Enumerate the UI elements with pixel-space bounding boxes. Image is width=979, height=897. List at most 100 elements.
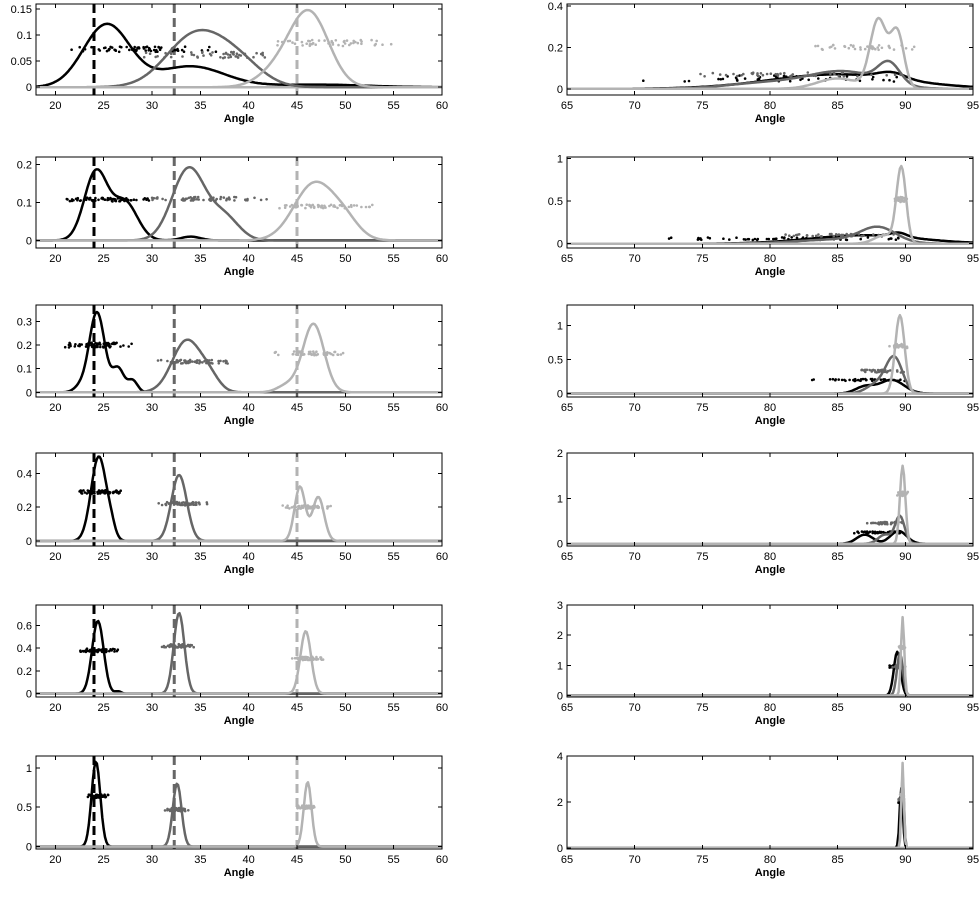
scatter-point bbox=[65, 197, 69, 201]
scatter-point bbox=[305, 203, 309, 206]
density-curve-3 bbox=[36, 781, 442, 848]
scatter-point bbox=[805, 236, 808, 240]
scatter-point bbox=[312, 352, 315, 356]
scatter-point bbox=[299, 506, 303, 510]
x-tick-label: 25 bbox=[98, 100, 110, 112]
scatter-point bbox=[208, 45, 211, 49]
scatter-point bbox=[114, 341, 118, 345]
scatter-point bbox=[108, 47, 111, 51]
scatter-point bbox=[183, 645, 186, 648]
x-axis-label: Angle bbox=[755, 113, 786, 125]
scatter-point bbox=[290, 657, 294, 660]
scatter-point bbox=[208, 199, 212, 202]
x-tick-label: 70 bbox=[629, 702, 641, 714]
scatter-point bbox=[95, 344, 98, 348]
scatter-point bbox=[761, 73, 765, 77]
scatter-point bbox=[892, 80, 896, 83]
scatter-point bbox=[326, 507, 329, 510]
scatter-point bbox=[91, 199, 95, 203]
scatter-point bbox=[323, 205, 327, 209]
scatter-point bbox=[183, 45, 187, 48]
scatter-point bbox=[86, 795, 90, 799]
scatter-point bbox=[830, 45, 833, 49]
scatter-point bbox=[117, 50, 121, 54]
scatter-point bbox=[367, 205, 371, 209]
scatter-point bbox=[225, 197, 229, 201]
subplot-9: 20 25 30 35 40 45 50 55 60 0 0.2 0.4 0.6 Angle bbox=[17, 604, 448, 727]
scatter-point bbox=[852, 378, 855, 382]
scatter-point bbox=[389, 42, 393, 46]
scatter-point bbox=[843, 45, 847, 48]
scatter-point bbox=[788, 79, 792, 83]
scatter-point bbox=[219, 359, 222, 363]
scatter-point bbox=[901, 491, 904, 494]
x-tick-label: 60 bbox=[436, 854, 448, 866]
scatter-point bbox=[132, 198, 136, 201]
scatter-point bbox=[336, 206, 339, 210]
x-tick-label: 90 bbox=[899, 854, 911, 866]
x-tick-label: 45 bbox=[291, 402, 303, 414]
scatter-point bbox=[320, 205, 323, 208]
scatter-point bbox=[181, 643, 184, 646]
y-tick-label: 0 bbox=[557, 84, 563, 96]
scatter-point bbox=[328, 351, 331, 355]
scatter-point bbox=[174, 48, 177, 52]
scatter-point bbox=[171, 807, 175, 811]
scatter-point bbox=[97, 648, 101, 652]
scatter-point bbox=[667, 237, 671, 240]
scatter-point bbox=[687, 79, 691, 83]
scatter-point bbox=[253, 196, 256, 200]
scatter-point bbox=[93, 490, 96, 493]
scatter-point bbox=[889, 237, 892, 240]
scatter-point bbox=[214, 50, 218, 53]
scatter-point bbox=[787, 237, 790, 241]
density-curve-3 bbox=[36, 180, 442, 242]
subplot-7: 20 25 30 35 40 45 50 55 60 0 0.2 0.4 Angle bbox=[17, 452, 448, 576]
scatter-point bbox=[110, 342, 114, 346]
scatter-point bbox=[190, 51, 193, 54]
scatter-point bbox=[277, 353, 280, 357]
scatter-point bbox=[110, 199, 114, 203]
scatter-point bbox=[149, 49, 153, 53]
scatter-point bbox=[304, 206, 307, 210]
scatter-point bbox=[210, 358, 214, 362]
scatter-point bbox=[179, 809, 182, 813]
x-tick-label: 50 bbox=[339, 854, 351, 866]
scatter-point bbox=[309, 507, 312, 510]
y-tick-label: 1 bbox=[557, 154, 563, 166]
x-tick-label: 80 bbox=[764, 551, 776, 563]
scatter-point bbox=[340, 203, 343, 207]
scatter-point bbox=[336, 353, 339, 356]
density-curve-2 bbox=[567, 652, 973, 697]
x-tick-label: 85 bbox=[832, 854, 844, 866]
plot-area bbox=[36, 4, 442, 95]
plot-area bbox=[567, 615, 973, 697]
scatter-point bbox=[118, 200, 121, 203]
scatter-point bbox=[157, 502, 160, 505]
x-tick-label: 40 bbox=[243, 551, 255, 563]
scatter-point bbox=[243, 52, 247, 56]
scatter-point bbox=[348, 43, 351, 47]
scatter-point bbox=[876, 531, 880, 535]
scatter-point bbox=[856, 75, 859, 78]
x-tick-label: 65 bbox=[561, 402, 573, 414]
scatter-point bbox=[837, 233, 841, 236]
scatter-point bbox=[902, 644, 906, 648]
scatter-point bbox=[297, 658, 301, 662]
subplot-11: 20 25 30 35 40 45 50 55 60 0 0.5 1 Angle bbox=[17, 755, 448, 879]
scatter-point bbox=[308, 203, 311, 207]
scatter-point bbox=[897, 237, 900, 240]
scatter-point bbox=[905, 346, 908, 350]
scatter-point bbox=[122, 344, 125, 347]
scatter-point bbox=[904, 47, 908, 50]
scatter-point bbox=[317, 505, 321, 509]
scatter-point bbox=[228, 197, 231, 201]
scatter-point bbox=[897, 645, 901, 648]
scatter-point bbox=[104, 343, 107, 346]
scatter-point bbox=[239, 54, 243, 57]
scatter-point bbox=[900, 196, 904, 199]
x-tick-label: 70 bbox=[629, 551, 641, 563]
scatter-point bbox=[877, 48, 880, 52]
scatter-point bbox=[142, 55, 146, 59]
scatter-point bbox=[265, 198, 268, 201]
